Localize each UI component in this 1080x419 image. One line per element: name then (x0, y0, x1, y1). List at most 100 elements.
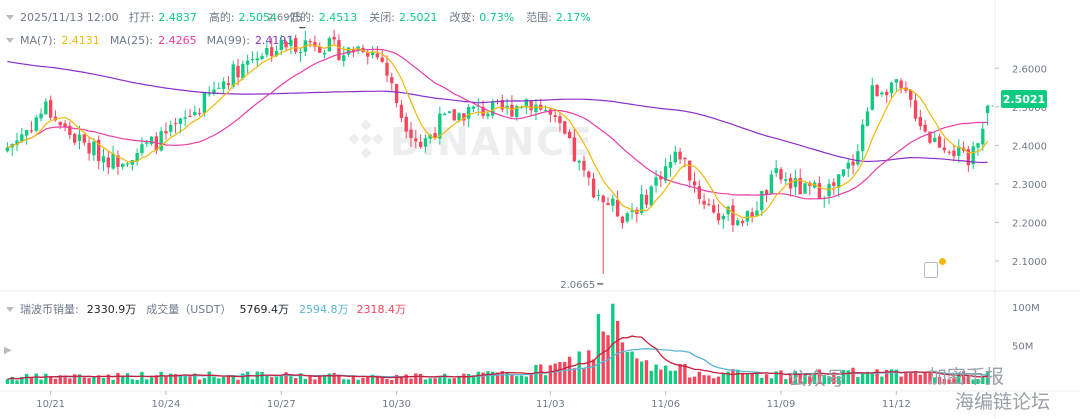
volume-bar (217, 378, 221, 384)
candle-body (659, 175, 663, 180)
candle-body (279, 40, 283, 50)
candle-body (452, 109, 456, 121)
volume-bar (961, 371, 966, 384)
candle-body (68, 125, 72, 135)
volume-bar (101, 377, 106, 384)
volume-bar (515, 376, 519, 384)
candle-body (985, 106, 990, 114)
candle-body (221, 81, 226, 89)
candle-body (558, 116, 562, 124)
volume-bar (649, 370, 653, 384)
volume-bar (707, 375, 711, 384)
volume-bar (159, 371, 163, 384)
time-tick-label: 10/30 (382, 399, 411, 410)
candle-body (241, 63, 245, 79)
volume-bar (149, 377, 154, 384)
collapse-caret-icon[interactable] (6, 14, 14, 20)
volume-bar (827, 376, 831, 384)
volume-bar (663, 365, 668, 384)
candle-body (731, 205, 735, 226)
volume-bar (318, 375, 322, 384)
volume-bar (111, 379, 115, 384)
volume-bar (394, 374, 399, 384)
candle-body (159, 131, 163, 151)
ma-info-row: MA(7): 2.4131 MA(25): 2.4265 MA(99): 2.4191 (6, 34, 303, 47)
candle-body (125, 163, 130, 165)
candle-body (294, 38, 298, 52)
price-tick-label: 2.2000 (1012, 218, 1047, 229)
turnover-label: 成交量（USDT） (146, 303, 232, 316)
volume-bar (836, 376, 841, 384)
volume-bar (654, 364, 658, 384)
candle-body (875, 84, 879, 97)
pane-expand-icon[interactable]: ▶ (4, 345, 12, 356)
ma99-line (7, 60, 988, 164)
candle-body (433, 132, 437, 138)
candle-body (692, 181, 697, 186)
volume-bar (846, 370, 850, 384)
volume-bar (87, 378, 91, 384)
volume-bar (284, 372, 288, 384)
candle-body (851, 161, 855, 166)
volume-bar (572, 368, 577, 384)
volume-bar (20, 376, 24, 384)
volume-bar (197, 379, 202, 384)
volume-bar (683, 363, 687, 384)
volume-bar (491, 371, 495, 384)
volume-bar (500, 371, 504, 384)
volume-bar (736, 369, 740, 384)
candle-body (784, 179, 788, 181)
volume-bar (716, 376, 721, 384)
volume-bar (563, 361, 567, 384)
volume-bar (145, 379, 149, 384)
volume-bar (462, 373, 466, 384)
volume-bar (808, 376, 812, 384)
candle-body (620, 216, 625, 224)
candle-body (236, 65, 240, 78)
volume-bar (366, 376, 370, 384)
volume-collapse-caret-icon[interactable] (6, 306, 14, 312)
extreme-annotation: 2.0665 (560, 280, 595, 291)
candle-body (553, 115, 557, 117)
candle-body (779, 169, 783, 180)
candle-body (880, 92, 884, 95)
volume-bar (615, 321, 620, 384)
calculator-icon[interactable] (924, 262, 938, 278)
volume-bar (697, 371, 701, 384)
volume-bar (812, 373, 817, 384)
candle-date: 2025/11/13 12:00 (20, 10, 119, 24)
volume-bar (202, 378, 207, 384)
volume-bar (952, 378, 956, 384)
volume-bar (601, 331, 605, 384)
volume-bar (803, 373, 807, 384)
volume-bar (692, 376, 697, 384)
candle-body (178, 118, 183, 124)
candle-body (188, 115, 192, 117)
candle-body (548, 109, 553, 115)
candle-body (409, 129, 413, 138)
candle-body (370, 52, 375, 56)
candle-body (923, 124, 927, 132)
volume-bar (870, 373, 874, 384)
candle-body (668, 162, 673, 168)
candle-body (39, 113, 43, 119)
ma-collapse-caret-icon[interactable] (6, 38, 14, 43)
volume-bar (39, 379, 43, 384)
candle-body (654, 177, 658, 186)
candle-body (769, 174, 774, 194)
candle-body (760, 191, 764, 211)
volume-bar (265, 374, 269, 384)
volume-bar (346, 379, 351, 384)
candle-body (82, 134, 86, 143)
volume-bar (913, 370, 918, 384)
volume-bar (721, 373, 726, 384)
volume-bar (548, 365, 553, 384)
candle-body (466, 106, 471, 119)
candle-body (97, 139, 101, 161)
ma99-label: MA(99): (206, 34, 250, 47)
volume-bar (553, 363, 557, 384)
volume-bar (92, 376, 96, 384)
candle-body (976, 143, 980, 148)
candle-body (899, 80, 903, 89)
